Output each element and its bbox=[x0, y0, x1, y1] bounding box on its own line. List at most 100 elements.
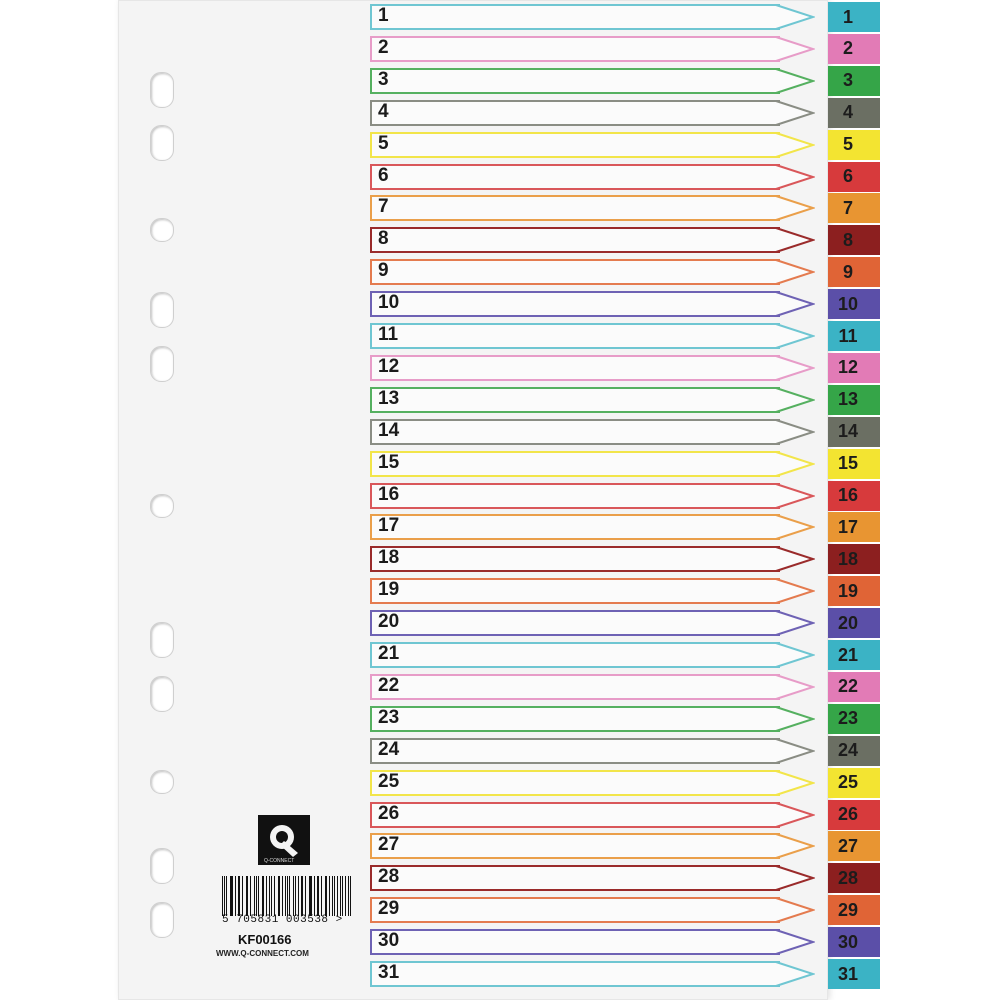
index-tab[interactable]: 14 bbox=[828, 416, 880, 447]
index-tab[interactable]: 2 bbox=[828, 33, 880, 64]
row-arrow-icon bbox=[775, 546, 815, 573]
index-tab[interactable]: 15 bbox=[828, 448, 880, 479]
index-tab[interactable]: 25 bbox=[828, 767, 880, 798]
row-number: 22 bbox=[378, 674, 400, 696]
row-arrow-icon bbox=[775, 354, 815, 381]
index-tab[interactable]: 17 bbox=[828, 512, 880, 543]
tab-number: 2 bbox=[842, 38, 853, 59]
index-tab[interactable]: 19 bbox=[828, 576, 880, 607]
index-row: 21 bbox=[370, 642, 815, 668]
barcode-bar bbox=[294, 876, 296, 916]
row-number: 29 bbox=[378, 898, 400, 920]
index-tab[interactable]: 30 bbox=[828, 927, 880, 958]
row-arrow-icon bbox=[775, 833, 815, 860]
index-tab[interactable]: 6 bbox=[828, 161, 880, 192]
barcode-bars bbox=[222, 876, 352, 916]
tab-number: 19 bbox=[837, 580, 859, 601]
barcode-bar bbox=[273, 876, 275, 916]
punch-hole bbox=[150, 848, 174, 884]
index-tab[interactable]: 24 bbox=[828, 735, 880, 766]
barcode-bar bbox=[229, 876, 231, 916]
index-tab[interactable]: 27 bbox=[828, 831, 880, 862]
tab-number: 3 bbox=[842, 70, 853, 91]
row-arrow-icon bbox=[775, 323, 815, 349]
row-box bbox=[370, 897, 780, 924]
tab-number: 17 bbox=[837, 516, 859, 537]
barcode-bar bbox=[292, 876, 294, 916]
index-row: 22 bbox=[370, 673, 815, 700]
row-arrow-icon bbox=[775, 897, 815, 924]
row-number: 7 bbox=[378, 196, 389, 218]
index-tab[interactable]: 21 bbox=[828, 640, 880, 670]
punch-hole bbox=[150, 676, 174, 712]
index-row: 20 bbox=[370, 610, 815, 637]
index-row: 26 bbox=[370, 801, 815, 828]
tab-number: 26 bbox=[837, 804, 859, 824]
index-tab[interactable]: 18 bbox=[828, 544, 880, 575]
tab-number: 13 bbox=[837, 389, 859, 410]
barcode-bar bbox=[249, 876, 252, 916]
index-tab[interactable]: 3 bbox=[828, 65, 880, 96]
barcode-bar bbox=[320, 876, 322, 916]
row-box bbox=[370, 961, 780, 987]
row-number: 24 bbox=[378, 738, 400, 760]
punch-hole bbox=[150, 125, 174, 161]
row-arrow-icon bbox=[775, 642, 815, 668]
index-tabs: 1 2 3 4 5 6 7 8 9 10 11 12 13 14 15 16 17 18 19 20 21 22 23 24 2… bbox=[828, 0, 880, 1000]
row-number: 31 bbox=[378, 962, 400, 983]
index-tab[interactable]: 16 bbox=[828, 480, 880, 511]
row-number: 28 bbox=[378, 866, 400, 888]
tab-number: 14 bbox=[837, 421, 859, 442]
row-number: 13 bbox=[378, 387, 400, 409]
website: WWW.Q-CONNECT.COM bbox=[216, 949, 309, 958]
tab-number: 9 bbox=[842, 261, 853, 282]
row-box bbox=[370, 610, 780, 637]
index-tab[interactable]: 9 bbox=[828, 257, 880, 288]
punch-hole bbox=[150, 902, 174, 938]
tab-number: 29 bbox=[837, 899, 859, 920]
row-number: 11 bbox=[378, 324, 399, 345]
tab-number: 31 bbox=[837, 963, 859, 984]
index-tab[interactable]: 7 bbox=[828, 193, 880, 224]
index-tab[interactable]: 11 bbox=[828, 321, 880, 351]
index-tab[interactable]: 13 bbox=[828, 384, 880, 415]
row-number: 15 bbox=[378, 451, 400, 473]
index-row: 18 bbox=[370, 546, 815, 573]
row-box bbox=[370, 418, 780, 445]
row-box bbox=[370, 354, 780, 381]
row-box bbox=[370, 227, 780, 254]
index-tab[interactable]: 26 bbox=[828, 799, 880, 830]
row-box bbox=[370, 323, 780, 349]
index-tab[interactable]: 10 bbox=[828, 289, 880, 320]
index-tab[interactable]: 8 bbox=[828, 225, 880, 256]
index-tab[interactable]: 29 bbox=[828, 895, 880, 926]
index-tab[interactable]: 20 bbox=[828, 608, 880, 639]
tab-number: 21 bbox=[837, 644, 859, 665]
row-box bbox=[370, 259, 780, 286]
index-tab[interactable]: 1 bbox=[828, 2, 880, 32]
row-number: 6 bbox=[378, 164, 389, 186]
row-arrow-icon bbox=[775, 291, 815, 318]
row-number: 2 bbox=[378, 36, 389, 58]
index-tab[interactable]: 22 bbox=[828, 671, 880, 702]
row-number: 30 bbox=[378, 930, 400, 952]
row-number: 4 bbox=[378, 100, 389, 122]
index-tab[interactable]: 28 bbox=[828, 863, 880, 894]
barcode-bar bbox=[241, 876, 243, 916]
index-tab[interactable]: 31 bbox=[828, 959, 880, 989]
row-number: 27 bbox=[378, 834, 400, 856]
row-arrow-icon bbox=[775, 865, 815, 892]
index-tab[interactable]: 5 bbox=[828, 129, 880, 160]
barcode-bar bbox=[222, 876, 223, 916]
index-rows: 1 2 3 4 5 6 7 8 9 10 11 12 13 14 15 16 17 18 19 20 21 22 23 24 2… bbox=[370, 0, 825, 1000]
row-arrow-icon bbox=[775, 929, 815, 956]
row-arrow-icon bbox=[775, 801, 815, 828]
row-box bbox=[370, 578, 780, 605]
index-tab[interactable]: 12 bbox=[828, 352, 880, 383]
row-box bbox=[370, 705, 780, 732]
row-number: 14 bbox=[378, 419, 400, 441]
row-number: 12 bbox=[378, 355, 400, 377]
index-tab[interactable]: 4 bbox=[828, 97, 880, 128]
row-number: 3 bbox=[378, 68, 389, 90]
index-tab[interactable]: 23 bbox=[828, 703, 880, 734]
